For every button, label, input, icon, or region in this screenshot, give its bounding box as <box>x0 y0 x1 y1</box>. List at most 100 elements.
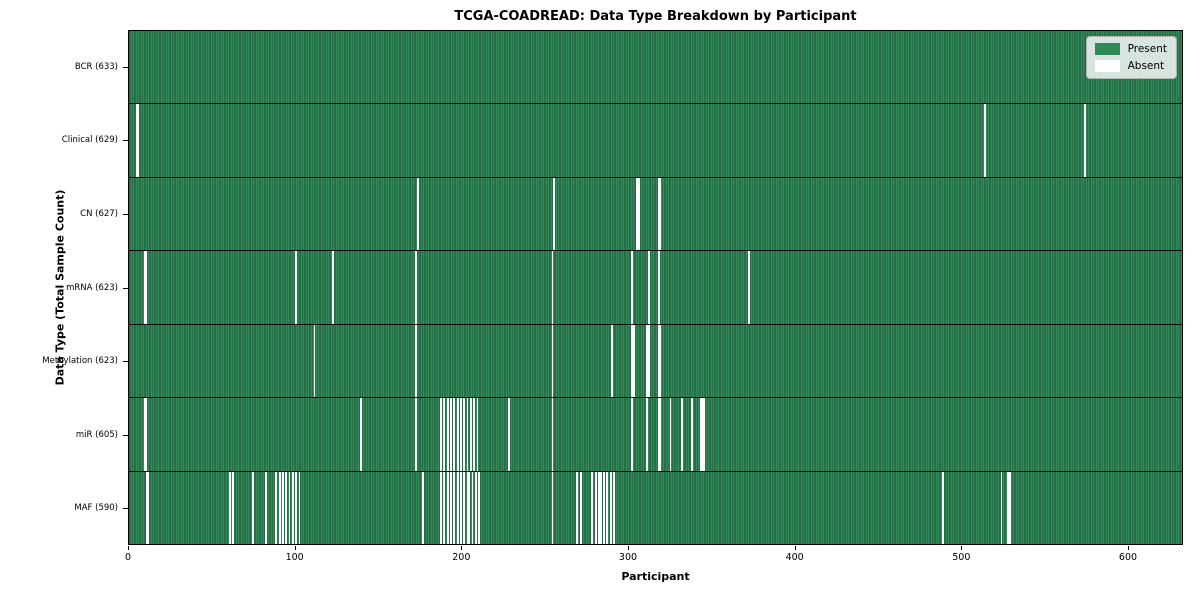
absent-mark <box>669 398 672 471</box>
absent-mark <box>691 398 694 471</box>
legend-entry-present: Present <box>1094 43 1167 55</box>
absent-mark <box>648 251 650 324</box>
absent-mark <box>453 471 456 544</box>
absent-mark <box>443 398 446 471</box>
absent-mark <box>611 324 614 398</box>
x-tick-mark <box>461 546 463 550</box>
absent-mark <box>599 471 602 544</box>
absent-mark <box>416 177 419 251</box>
absent-mark <box>646 398 649 471</box>
legend-label-absent: Absent <box>1127 60 1165 72</box>
absent-mark <box>288 471 291 544</box>
absent-mark <box>699 398 702 471</box>
absent-mark <box>331 251 334 324</box>
absent-mark <box>460 471 462 544</box>
plot-area: Present Absent <box>128 30 1183 545</box>
absent-mark <box>471 471 474 544</box>
absent-mark <box>701 398 704 471</box>
absent-mark <box>143 251 146 324</box>
absent-mark <box>450 471 452 544</box>
absent-mark <box>702 398 705 471</box>
legend-label-present: Present <box>1127 43 1167 55</box>
row-MAF <box>129 470 1182 544</box>
absent-mark <box>551 471 554 544</box>
y-tick-label: CN (627) <box>80 208 118 219</box>
absent-mark <box>463 398 466 471</box>
x-tick-mark <box>961 546 963 550</box>
row-BCR <box>129 31 1182 104</box>
absent-mark <box>440 398 442 471</box>
absent-mark <box>984 104 986 177</box>
absent-mark <box>638 177 640 251</box>
y-tick-mark <box>123 287 128 289</box>
y-tick-label: MAF (590) <box>74 503 118 514</box>
absent-mark <box>450 398 452 471</box>
absent-mark <box>265 471 268 544</box>
absent-mark <box>421 471 424 544</box>
absent-mark <box>145 471 148 544</box>
absent-mark <box>659 398 662 471</box>
absent-mark <box>1008 471 1011 544</box>
absent-mark <box>659 177 662 251</box>
absent-mark <box>551 324 554 398</box>
absent-mark <box>275 471 278 544</box>
absent-mark <box>646 324 649 398</box>
absent-mark <box>466 398 469 471</box>
absent-mark <box>478 471 481 544</box>
x-tick-label: 500 <box>952 552 971 563</box>
absent-mark <box>415 398 417 471</box>
absent-mark <box>443 471 446 544</box>
absent-mark <box>551 398 554 471</box>
absent-mark <box>606 471 609 544</box>
absent-mark <box>292 471 294 544</box>
absent-mark <box>553 177 555 251</box>
absent-mark <box>631 398 634 471</box>
absent-mark <box>468 471 471 544</box>
absent-mark <box>466 471 469 544</box>
absent-mark <box>456 398 459 471</box>
absent-mark <box>657 177 660 251</box>
heatmap-rows <box>129 31 1182 544</box>
absent-mark <box>360 398 363 471</box>
y-tick-mark <box>123 66 128 68</box>
absent-mark <box>681 398 684 471</box>
absent-mark <box>446 471 449 544</box>
y-tick-label: BCR (633) <box>74 61 118 72</box>
absent-mark <box>579 471 582 544</box>
absent-mark <box>145 398 148 471</box>
absent-mark <box>508 398 511 471</box>
y-tick-mark <box>123 213 128 215</box>
absent-mark <box>295 471 298 544</box>
absent-mark <box>551 251 554 324</box>
absent-swatch <box>1094 60 1120 72</box>
absent-mark <box>1007 471 1010 544</box>
y-axis-label: Data Type (Total Sample Count) <box>53 189 67 386</box>
absent-mark <box>942 471 945 544</box>
absent-mark <box>657 398 660 471</box>
chart-title: TCGA-COADREAD: Data Type Breakdown by Pa… <box>454 9 857 24</box>
absent-mark <box>415 251 417 324</box>
legend: Present Absent <box>1085 36 1177 79</box>
x-tick-label: 400 <box>785 552 804 563</box>
row-Clinical <box>129 103 1182 177</box>
absent-mark <box>470 398 472 471</box>
absent-mark <box>298 471 301 544</box>
row-miR <box>129 397 1182 471</box>
absent-mark <box>295 251 298 324</box>
absent-mark <box>278 471 281 544</box>
absent-mark <box>657 251 660 324</box>
absent-mark <box>135 104 138 177</box>
absent-mark <box>603 471 605 544</box>
absent-mark <box>473 398 476 471</box>
absent-mark <box>657 324 660 398</box>
row-mRNA <box>129 250 1182 324</box>
absent-mark <box>598 471 600 544</box>
absent-mark <box>1083 104 1086 177</box>
absent-mark <box>631 251 634 324</box>
absent-mark <box>463 471 466 544</box>
absent-mark <box>143 398 146 471</box>
x-tick-mark <box>294 546 296 550</box>
absent-mark <box>313 324 316 398</box>
legend-entry-absent: Absent <box>1094 60 1167 72</box>
